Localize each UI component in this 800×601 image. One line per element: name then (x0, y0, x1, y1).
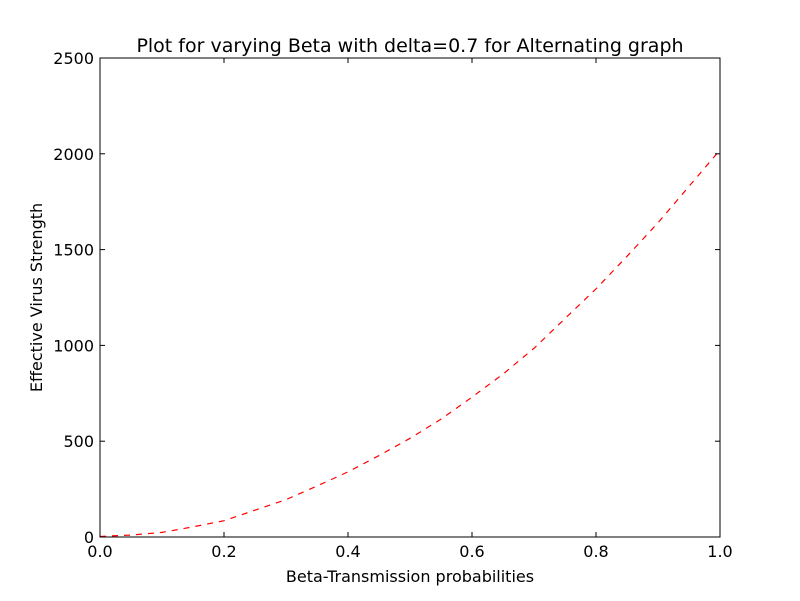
data-point (533, 348, 534, 349)
plot-area (100, 58, 720, 537)
data-point (502, 374, 503, 375)
x-tick-label: 0.4 (335, 542, 360, 561)
x-tick-label: 0.8 (583, 542, 608, 561)
data-point (440, 419, 441, 420)
y-tick-label: 500 (63, 432, 94, 451)
data-point (688, 186, 689, 187)
data-point (316, 485, 317, 486)
ticks-layer: 0.0 0.2 0.4 0.6 0.8 1.0 0 500 1000 1500 2000 2500 (53, 49, 732, 561)
data-point (254, 510, 255, 511)
data-point (192, 526, 193, 527)
x-tick-label: 1.0 (707, 542, 732, 561)
data-point (161, 532, 162, 533)
data-point (130, 534, 131, 535)
data-point (285, 499, 286, 500)
y-tick-label: 2000 (53, 145, 94, 164)
data-point (657, 222, 658, 223)
y-tick-label: 2500 (53, 49, 94, 68)
x-tick-label: 0.0 (87, 542, 112, 561)
y-tick-label: 1500 (53, 241, 94, 260)
plot-frame (99, 57, 721, 538)
series-layer (99, 149, 721, 538)
data-point (595, 288, 596, 289)
series-line-0 (99, 149, 721, 538)
data-point (626, 256, 627, 257)
data-point (409, 438, 410, 439)
x-tick-label: 0.6 (459, 542, 484, 561)
data-point (378, 455, 379, 456)
data-point (564, 318, 565, 319)
y-tick-label: 0 (84, 528, 94, 547)
y-axis-label: Effective Virus Strength (27, 203, 46, 392)
data-point (347, 471, 348, 472)
x-tick-label: 0.2 (211, 542, 236, 561)
data-point (223, 520, 224, 521)
y-tick-label: 1000 (53, 336, 94, 355)
data-point (471, 397, 472, 398)
chart-title: Plot for varying Beta with delta=0.7 for… (136, 35, 683, 57)
x-axis-label: Beta-Transmission probabilities (286, 567, 534, 586)
